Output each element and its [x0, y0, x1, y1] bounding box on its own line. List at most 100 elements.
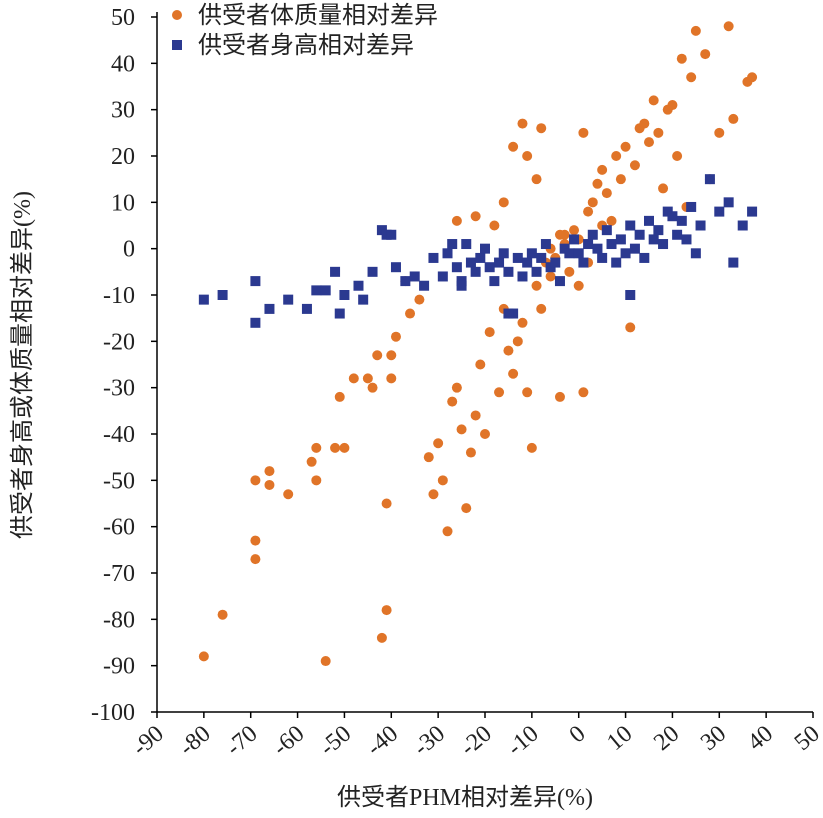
y-tick-label: -90	[103, 654, 135, 680]
point	[198, 651, 209, 662]
point	[311, 442, 322, 453]
point	[250, 535, 261, 546]
point	[587, 229, 598, 240]
x-tick-label: -70	[221, 721, 262, 761]
point	[531, 280, 542, 291]
point	[653, 127, 664, 138]
x-tick-label: -50	[315, 721, 356, 761]
point	[372, 350, 383, 361]
point	[658, 183, 669, 194]
x-tick-label: 30	[696, 721, 731, 756]
point	[606, 215, 617, 226]
point	[428, 252, 439, 263]
point	[517, 317, 528, 328]
point	[503, 266, 514, 277]
point	[676, 53, 687, 64]
point	[480, 243, 490, 254]
x-tick-label: -90	[128, 721, 169, 761]
point	[564, 248, 575, 259]
point	[672, 229, 683, 240]
point	[634, 229, 645, 240]
point	[451, 262, 462, 273]
y-tick-label: -20	[103, 329, 135, 355]
point	[217, 290, 228, 300]
point	[601, 188, 612, 199]
y-tick-label: -50	[103, 468, 135, 494]
point	[559, 229, 570, 240]
legend-label: 供受者体质量相对差异	[198, 1, 438, 29]
point	[606, 239, 617, 250]
point	[615, 234, 626, 245]
point	[198, 294, 209, 305]
point	[283, 294, 294, 305]
point	[498, 248, 509, 259]
point	[653, 225, 664, 236]
point	[695, 220, 706, 231]
x-tick-label: 10	[602, 721, 637, 756]
point	[625, 322, 636, 333]
x-tick-label: -30	[409, 721, 450, 761]
point	[409, 271, 420, 282]
point	[629, 243, 640, 254]
point	[484, 327, 495, 338]
point	[358, 294, 369, 305]
point	[264, 479, 275, 490]
point	[250, 317, 261, 328]
point	[367, 382, 378, 393]
point	[437, 271, 448, 282]
point	[311, 475, 322, 486]
x-tick-label: 50	[790, 721, 823, 756]
x-tick-label: 40	[743, 721, 778, 756]
point	[531, 266, 542, 277]
y-tick-label: -30	[103, 376, 135, 402]
point	[339, 290, 350, 300]
point	[451, 215, 462, 226]
point	[522, 151, 533, 161]
point	[747, 206, 758, 217]
point	[545, 271, 556, 282]
y-tick-label: 30	[111, 98, 135, 124]
x-tick-label: -40	[362, 721, 403, 761]
point	[583, 206, 594, 217]
point	[508, 141, 519, 152]
point	[353, 280, 364, 291]
point	[578, 127, 589, 138]
x-tick-label: -20	[456, 721, 497, 761]
point	[667, 100, 678, 111]
point	[250, 554, 261, 565]
point	[428, 489, 439, 500]
point	[587, 197, 598, 208]
point	[714, 206, 725, 217]
point	[503, 345, 514, 356]
point	[386, 350, 397, 361]
y-tick-label: 20	[111, 144, 135, 170]
point	[512, 336, 523, 347]
point	[686, 72, 697, 83]
legend-label: 供受者身高相对差异	[198, 31, 414, 59]
y-tick-label: 10	[111, 190, 135, 216]
point	[475, 359, 486, 370]
point	[489, 276, 500, 287]
point	[250, 276, 261, 287]
point	[400, 276, 411, 287]
point	[554, 276, 565, 287]
y-tick-label: -80	[103, 607, 135, 633]
point	[672, 151, 683, 161]
point	[597, 252, 608, 263]
point	[250, 475, 261, 486]
point	[601, 225, 612, 236]
y-tick-label: -60	[103, 515, 135, 541]
y-tick-label: 0	[123, 237, 135, 263]
point	[611, 151, 622, 161]
point	[447, 239, 458, 250]
point	[311, 285, 322, 296]
point	[667, 211, 678, 222]
point	[597, 164, 608, 175]
point	[522, 387, 533, 398]
point	[494, 387, 505, 398]
point	[475, 252, 486, 263]
point	[465, 257, 476, 268]
point	[503, 308, 514, 319]
point	[531, 174, 542, 185]
point	[264, 466, 275, 477]
